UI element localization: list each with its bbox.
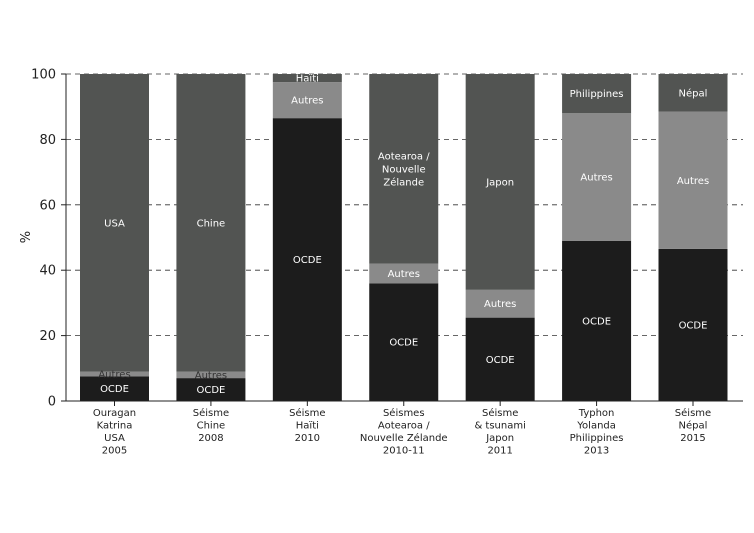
bar-segment-country <box>562 74 632 114</box>
bar-segment-ocde <box>80 376 149 401</box>
segment-label-ocde: OCDE <box>196 385 225 396</box>
segment-label-ocde: OCDE <box>100 384 129 395</box>
segment-label-autres: Autres <box>388 269 420 280</box>
segment-label-autres: Autres <box>291 96 323 107</box>
x-tick-label: Séisme Chine 2008 <box>193 407 229 444</box>
segment-label-autres: Autres <box>484 299 516 310</box>
bar-stack: OCDE Autres Chine <box>176 74 246 401</box>
bar-segment-autres <box>562 113 632 241</box>
y-tick-label: 80 <box>39 133 56 148</box>
bars: OCDE Autres USA OCDE Autres Chine OCDE Autres Ha… <box>80 74 728 402</box>
bar-segment-country <box>658 74 728 112</box>
segment-label-autres: Autres <box>195 370 227 381</box>
y-tick-label: 20 <box>39 329 56 344</box>
segment-label-country: Haïti <box>296 74 319 85</box>
bar-segment-ocde <box>658 248 728 401</box>
bar-segment-country <box>272 74 342 83</box>
bar-segment-ocde <box>562 240 632 401</box>
segment-label-autres: Autres <box>677 176 709 187</box>
segment-label-country: Japon <box>485 177 514 188</box>
segment-label-ocde: OCDE <box>486 355 515 366</box>
bar-stack: OCDE Autres Japon <box>465 74 535 401</box>
segment-label-ocde: OCDE <box>679 320 708 331</box>
bar-segment-ocde <box>176 378 246 401</box>
bar-segment-country <box>465 74 535 290</box>
x-tick-label: Séisme Népal 2015 <box>675 407 711 444</box>
y-axis-label: % <box>19 231 34 243</box>
x-tick-label: Séismes Aotearoa / Nouvelle Zélande 2010-11 <box>360 407 448 457</box>
bar-segment-ocde <box>369 283 439 401</box>
bar-segment-country <box>369 74 439 264</box>
bar-stack: OCDE Autres Haïti <box>272 74 342 402</box>
x-tick-label: Séisme Haïti 2010 <box>289 407 325 444</box>
segment-label-country: Chine <box>197 218 226 229</box>
segment-label-ocde: OCDE <box>293 255 322 266</box>
bar-segment-ocde <box>272 118 342 402</box>
bar-segment-autres <box>465 289 535 318</box>
bar-segment-autres <box>658 111 728 249</box>
bar-segment-country <box>176 74 246 372</box>
axes: Ouragan Katrina USA 2005 Séisme Chine 2008 Séis… <box>31 68 743 457</box>
x-tick-label: Ouragan Katrina USA 2005 <box>93 408 136 457</box>
segment-label-country: Philippines <box>570 89 624 100</box>
segment-label-country: Aotearoa / Nouvelle Zélande <box>378 151 430 188</box>
segment-label-autres: Autres <box>580 173 612 184</box>
segment-label-country: Népal <box>679 87 708 99</box>
segment-label-ocde: OCDE <box>582 316 611 327</box>
bar-segment-country <box>80 74 149 372</box>
bar-segment-autres <box>80 371 149 377</box>
bar-stack: OCDE Autres Népal <box>658 74 728 401</box>
bar-stack: OCDE Autres USA <box>80 74 149 401</box>
bar-stack: OCDE Autres Aotearoa / Nouvelle Zélande <box>369 74 439 401</box>
bar-segment-autres <box>272 82 342 119</box>
x-tick-label: Typhon Yolanda Philippines 2013 <box>570 408 624 457</box>
bar-stack: OCDE Autres Philippines <box>562 74 632 401</box>
y-tick-label: 60 <box>39 198 56 213</box>
segment-label-country: USA <box>104 218 125 229</box>
bar-segment-autres <box>369 263 439 284</box>
y-tick-label: 100 <box>31 68 56 83</box>
segment-label-autres: Autres <box>98 370 130 381</box>
y-tick-label: 40 <box>39 264 56 279</box>
segment-label-ocde: OCDE <box>389 338 418 349</box>
y-tick-label: 0 <box>48 395 56 410</box>
bar-segment-ocde <box>465 317 535 401</box>
x-tick-label: Séisme & tsunami Japon 2011 <box>474 407 525 457</box>
bar-segment-autres <box>176 371 246 379</box>
